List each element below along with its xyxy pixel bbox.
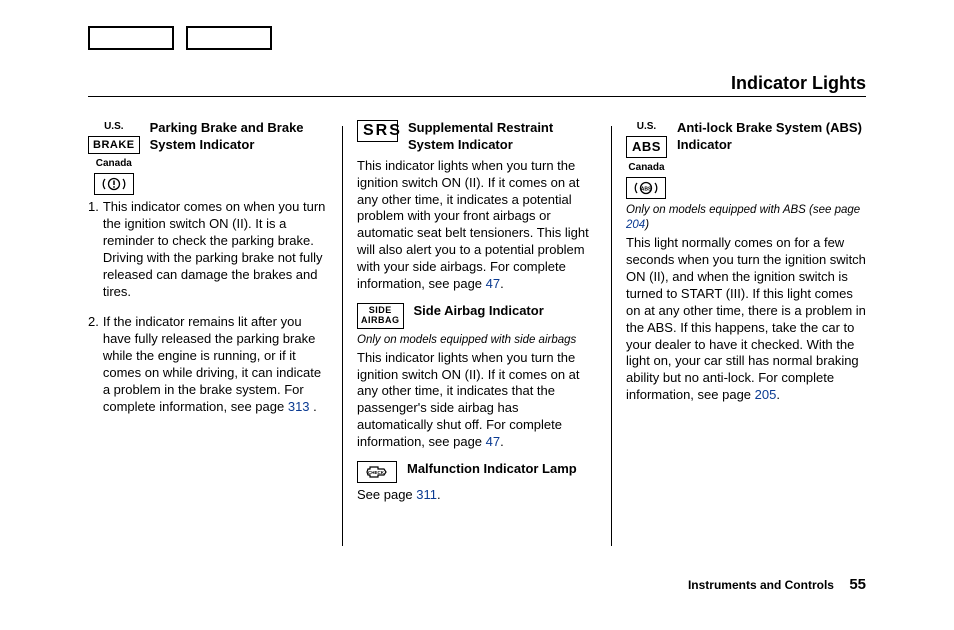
side-airbag-icon: SIDE AIRBAG — [357, 303, 404, 329]
side-airbag-head: SIDE AIRBAG Side Airbag Indicator — [357, 303, 597, 329]
abs-icons: U.S. ABS Canada ABS — [626, 120, 667, 199]
parking-brake-icons: U.S. BRAKE Canada — [88, 120, 140, 195]
nav-box-1[interactable] — [88, 26, 174, 50]
nav-boxes — [88, 26, 272, 50]
brake-canada-icon — [94, 173, 134, 195]
abs-body: This light normally comes on for a few s… — [626, 235, 866, 404]
page-footer: Instruments and Controls 55 — [688, 575, 866, 595]
us-label: U.S. — [104, 120, 123, 133]
side-airbag-body: This indicator lights when you turn the … — [357, 350, 597, 451]
srs-head: SRS Supplemental Restraint System Indica… — [357, 120, 597, 154]
list-text: This indicator comes on when you turn th… — [103, 199, 328, 300]
title-rule — [88, 96, 866, 97]
page-ref-311[interactable]: 311 — [416, 487, 437, 502]
srs-title: Supplemental Restraint System Indicator — [408, 120, 597, 154]
page-title: Indicator Lights — [731, 72, 866, 95]
mil-title: Malfunction Indicator Lamp — [407, 461, 577, 478]
parking-brake-body: 1. This indicator comes on when you turn… — [88, 199, 328, 416]
abs-canada-icon: ABS — [626, 177, 666, 199]
brake-icon: BRAKE — [88, 136, 140, 154]
canada-label: Canada — [628, 161, 664, 174]
page-ref-205[interactable]: 205 — [755, 387, 777, 402]
side-airbag-title: Side Airbag Indicator — [414, 303, 544, 320]
page-ref-47[interactable]: 47 — [486, 276, 500, 291]
srs-icon: SRS — [357, 120, 398, 142]
parking-brake-head: U.S. BRAKE Canada Parking Brake and Brak… — [88, 120, 328, 195]
column-abs: U.S. ABS Canada ABS Anti-lock Brake Syst… — [612, 120, 866, 550]
list-item: 1. This indicator comes on when you turn… — [88, 199, 328, 300]
content-columns: U.S. BRAKE Canada Parking Brake and Brak… — [88, 120, 866, 550]
abs-icon: ABS — [626, 136, 667, 158]
list-item: 2. If the indicator remains lit after yo… — [88, 314, 328, 415]
page-ref-313[interactable]: 313 — [288, 399, 310, 414]
page-ref-204[interactable]: 204 — [626, 219, 645, 231]
footer-page-number: 55 — [849, 576, 866, 593]
abs-title: Anti-lock Brake System (ABS) Indicator — [677, 120, 866, 154]
svg-text:CHECK: CHECK — [368, 470, 385, 475]
abs-note: Only on models equipped with ABS (see pa… — [626, 203, 866, 233]
mil-body: See page 311. — [357, 487, 597, 504]
column-srs: SRS Supplemental Restraint System Indica… — [343, 120, 611, 550]
list-number: 1. — [88, 199, 99, 300]
us-label: U.S. — [637, 120, 656, 133]
page-ref-47b[interactable]: 47 — [486, 434, 500, 449]
svg-text:ABS: ABS — [641, 187, 652, 193]
list-number: 2. — [88, 314, 99, 415]
list-text: If the indicator remains lit after you h… — [103, 314, 328, 415]
check-engine-icon: CHECK — [357, 461, 397, 483]
column-parking-brake: U.S. BRAKE Canada Parking Brake and Brak… — [88, 120, 342, 550]
canada-label: Canada — [96, 157, 132, 170]
side-airbag-note: Only on models equipped with side airbag… — [357, 333, 597, 348]
parking-brake-title: Parking Brake and Brake System Indicator — [150, 120, 328, 154]
abs-head: U.S. ABS Canada ABS Anti-lock Brake Syst… — [626, 120, 866, 199]
footer-section: Instruments and Controls — [688, 578, 834, 592]
nav-box-2[interactable] — [186, 26, 272, 50]
srs-body: This indicator lights when you turn the … — [357, 158, 597, 293]
mil-head: CHECK Malfunction Indicator Lamp — [357, 461, 597, 483]
